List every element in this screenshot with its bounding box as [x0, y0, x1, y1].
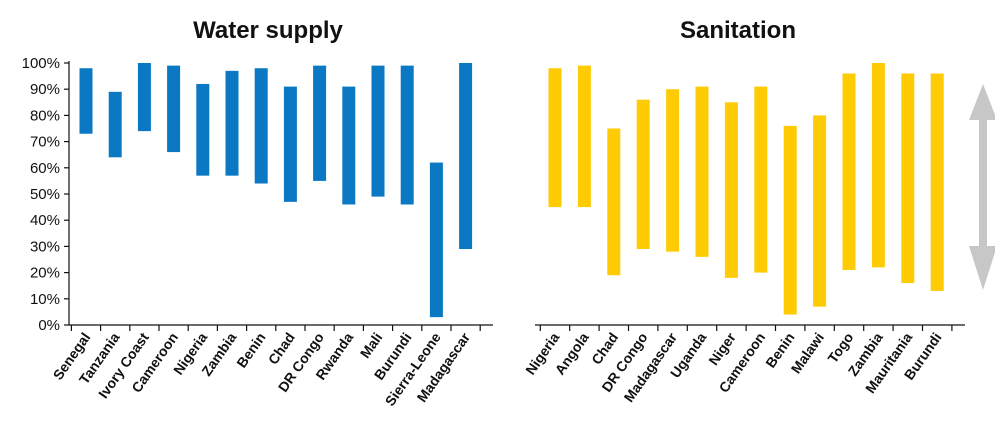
- sanitation-bar-burundi: [930, 73, 944, 291]
- water-chart-title: Water supply: [193, 17, 343, 44]
- sanitation-bar-malawi: [813, 115, 827, 307]
- water-bar-chad: [283, 86, 297, 202]
- water-y-tick-label: 70%: [30, 134, 60, 151]
- range-arrow-shaft: [979, 108, 987, 258]
- water-bar-sierra-leone: [429, 162, 443, 318]
- water-y-tick-label: 30%: [30, 238, 60, 255]
- sanitation-bar-madagascar: [666, 89, 680, 252]
- water-y-tick-label: 60%: [30, 160, 60, 177]
- water-bar-benin: [254, 68, 268, 184]
- sanitation-bar-dr-congo: [636, 99, 650, 250]
- water-y-tick-label: 40%: [30, 212, 60, 229]
- water-category-label: Benin: [233, 330, 268, 371]
- sanitation-bar-togo: [842, 73, 856, 270]
- sanitation-bar-cameroon: [754, 86, 768, 273]
- sanitation-bar-uganda: [695, 86, 709, 257]
- water-bar-cameroon: [167, 65, 181, 153]
- water-bar-senegal: [79, 68, 93, 134]
- sanitation-bar-nigeria: [548, 68, 562, 208]
- sanitation-bar-niger: [724, 102, 738, 278]
- range-arrow-up-head: [969, 84, 995, 120]
- water-y-tick-label: 20%: [30, 265, 60, 282]
- water-bar-mali: [371, 65, 385, 197]
- water-bar-ivory-coast: [137, 63, 151, 132]
- water-category-label: Mali: [357, 330, 386, 361]
- water-y-tick-label: 100%: [22, 55, 60, 72]
- water-bar-rwanda: [342, 86, 356, 205]
- water-y-tick-label: 0%: [38, 317, 60, 334]
- water-bar-burundi: [400, 65, 414, 205]
- range-arrow-down-head: [969, 246, 995, 290]
- water-bar-madagascar: [459, 63, 473, 250]
- water-bar-zambia: [225, 70, 239, 176]
- water-y-tick-label: 10%: [30, 291, 60, 308]
- water-bar-nigeria: [196, 83, 210, 176]
- water-y-tick-label: 80%: [30, 107, 60, 124]
- sanitation-bar-chad: [607, 128, 621, 276]
- sanitation-chart-title: Sanitation: [680, 17, 796, 44]
- water-y-tick-label: 50%: [30, 186, 60, 203]
- sanitation-bar-mauritania: [901, 73, 915, 284]
- water-bar-dr-congo: [313, 65, 327, 181]
- sanitation-bar-zambia: [871, 63, 885, 268]
- water-y-tick-label: 90%: [30, 81, 60, 98]
- sanitation-bar-benin: [783, 125, 797, 315]
- water-bar-tanzania: [108, 91, 122, 158]
- sanitation-bar-angola: [577, 65, 591, 208]
